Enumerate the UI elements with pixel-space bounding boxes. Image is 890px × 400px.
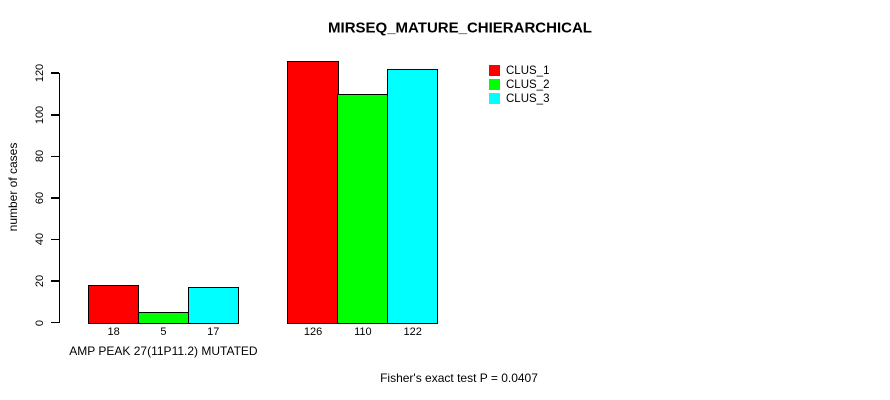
y-axis-label: number of cases [6, 142, 20, 232]
legend-label-clus_1: CLUS_1 [506, 64, 550, 77]
legend-swatch-clus_1 [489, 65, 500, 76]
bar-clus_1-group1 [88, 285, 140, 324]
y-tick-label: 120 [34, 64, 46, 83]
y-tick-label: 60 [34, 191, 46, 204]
y-tick [50, 155, 59, 158]
bar-value-label: 110 [354, 325, 372, 338]
bar-value-label: 17 [207, 325, 220, 338]
y-tick [50, 72, 59, 74]
bar-clus_1-group2 [287, 60, 339, 324]
legend-swatch-clus_3 [489, 93, 500, 105]
category-label: AMP PEAK 27(11P11.2) MUTATED [69, 343, 258, 358]
bar-value-label: 18 [107, 325, 120, 338]
bar-value-label: 5 [160, 325, 167, 338]
legend-swatch-clus_2 [489, 79, 500, 91]
y-tick [50, 114, 59, 116]
bar-clus_3-group1 [187, 287, 239, 324]
y-tick-label: 0 [34, 319, 46, 326]
y-tick [50, 238, 59, 241]
bar-clus_3-group2 [387, 69, 439, 324]
bar-clus_2-group1 [137, 312, 190, 324]
y-tick-label: 100 [34, 105, 46, 124]
legend-label-clus_2: CLUS_2 [506, 78, 550, 91]
y-tick [50, 197, 59, 199]
y-axis-line [58, 72, 60, 323]
chart-title: MIRSEQ_MATURE_CHIERARCHICAL [328, 19, 592, 37]
bar-clus_2-group2 [337, 93, 389, 324]
y-tick [50, 321, 59, 324]
bar-value-label: 126 [303, 325, 323, 338]
bar-value-label: 122 [403, 325, 422, 338]
y-tick-label: 40 [34, 233, 46, 246]
legend-label-clus_3: CLUS_3 [506, 92, 550, 105]
y-tick [50, 280, 59, 282]
fisher-test-annotation: Fisher's exact test P = 0.0407 [380, 370, 538, 385]
y-tick-label: 20 [34, 274, 46, 288]
y-tick-label: 80 [34, 150, 46, 163]
